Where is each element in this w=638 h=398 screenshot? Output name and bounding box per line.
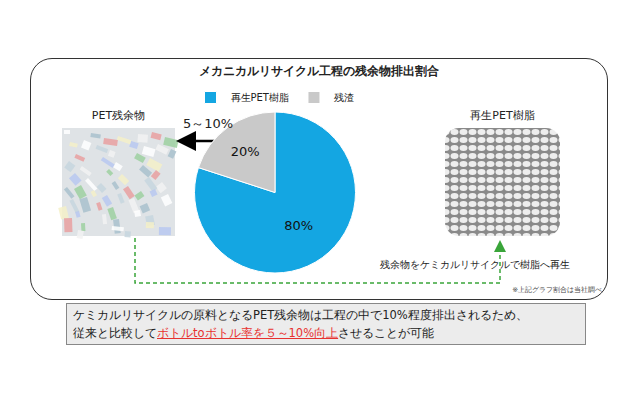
html-text:PET残余物: PET残余物 [91, 109, 146, 122]
svg-text:再生PET樹脂: 再生PET樹脂 [231, 92, 289, 103]
html-text:ケミカルリサイクルの原料となるPET残余物は工程の中で10%: ケミカルリサイクルの原料となるPET残余物は工程の中で10%程度排出されるため、 [73, 308, 528, 322]
html-text:従来と比較してボトルtoボトル率を５～10%向上させることが: 従来と比較してボトルtoボトル率を５～10%向上させることが可能 [73, 326, 435, 340]
html-text:再生PET樹脂: 再生PET樹脂 [470, 109, 535, 122]
html-text:メカニカルリサイクル工程の残余物排出割合: メカニカルリサイクル工程の残余物排出割合 [199, 64, 439, 78]
svg-text:80%: 80% [284, 218, 313, 233]
html-text:残余物をケミカルリサイクルで樹脂へ再生: 残余物をケミカルリサイクルで樹脂へ再生 [380, 259, 570, 270]
svg-text:残渣: 残渣 [334, 92, 354, 103]
svg-text:20%: 20% [231, 144, 260, 159]
html-text:5～10%: 5～10% [183, 116, 234, 131]
html-text:※上記グラフ割合は当社調べ: ※上記グラフ割合は当社調べ [512, 286, 602, 294]
